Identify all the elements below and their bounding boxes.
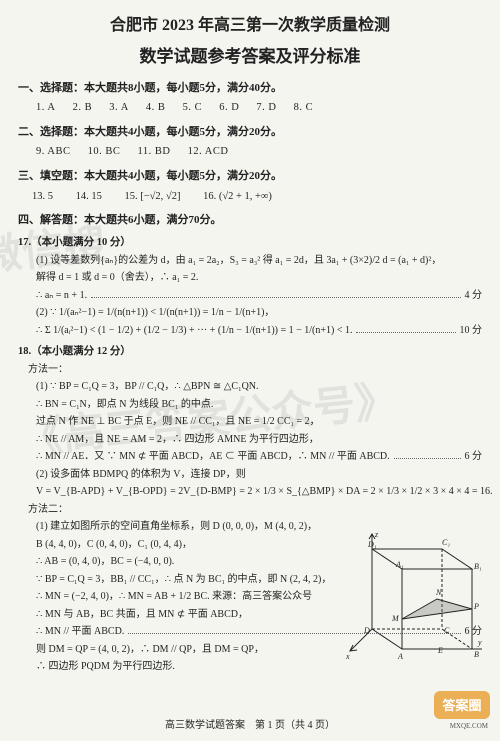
q17-score2: 10 分 xyxy=(460,323,483,339)
lbl-D1: D₁ xyxy=(367,540,377,549)
s3-a3: 15. [−√2, √2] xyxy=(125,189,181,205)
section1-head: 一、选择题：本大题共8小题，每小题5分，满分40分。 xyxy=(18,80,482,97)
s2-a4: 12. ACD xyxy=(188,144,229,160)
q18-l4: ∴ NE // AM，且 NE = AM = 2，∴ 四边形 AMNE 为平行四… xyxy=(18,432,482,448)
s1-a8: 8. C xyxy=(294,100,314,116)
q18-l2: ∴ BN = C₁N，即点 N 为线段 BC₁ 的中点. xyxy=(18,397,482,413)
section4-head: 四、解答题：本大题共6小题，满分70分。 xyxy=(18,212,482,229)
dots xyxy=(91,297,460,298)
lbl-D: D xyxy=(363,626,370,635)
s1-a5: 5. C xyxy=(183,100,203,116)
s3-a2: 14. 15 xyxy=(76,189,102,205)
q18-l1: (1) ∵ BP = C₁Q = 3，BP // C₁Q，∴ △BPN ≅ △C… xyxy=(18,379,482,395)
s2-a2: 10. BC xyxy=(88,144,121,160)
q18-l7: V = V_{B-APD} + V_{B-OPD} = 2V_{D-BMP} =… xyxy=(36,484,492,500)
s2-a3: 11. BD xyxy=(138,144,171,160)
cube-diagram: D₁ C₁ B₁ A₁ D C B A M N P z x y E xyxy=(342,529,482,679)
corner-logo-text: 答案圈 xyxy=(442,698,481,713)
s2-a1: 9. ABC xyxy=(36,144,71,160)
s1-a2: 2. B xyxy=(73,100,93,116)
dots xyxy=(356,332,455,333)
lbl-z: z xyxy=(374,530,379,539)
s1-a6: 6. D xyxy=(219,100,239,116)
lbl-A: A xyxy=(397,652,403,661)
q18-score1: 6 分 xyxy=(465,449,483,465)
s1-a1: 1. A xyxy=(36,100,56,116)
s1-a3: 3. A xyxy=(109,100,129,116)
q18-m1: 方法一： xyxy=(18,362,482,378)
title-sub: 数学试题参考答案及评分标准 xyxy=(18,44,482,70)
q17-l2: 解得 d = 1 或 d = 0（舍去），∴ a₁ = 2. xyxy=(18,270,482,286)
section2-head: 二、选择题：本大题共4小题，每小题5分，满分20分。 xyxy=(18,124,482,141)
q18-head: 18.（本小题满分 12 分） xyxy=(18,344,482,360)
corner-logo-icon: 答案圈 xyxy=(434,691,490,719)
page-footer: 高三数学试题答案 第 1 页（共 4 页） xyxy=(0,718,500,733)
s1-a4: 4. B xyxy=(146,100,166,116)
q17-l3: ∴ aₙ = n + 1. xyxy=(36,288,87,304)
lbl-M: M xyxy=(391,614,400,623)
s1-a7: 7. D xyxy=(256,100,276,116)
q17-l5: ∴ Σ 1/(aᵢ²−1) < (1 − 1/2) + (1/2 − 1/3) … xyxy=(36,323,352,339)
s3-a1: 13. 5 xyxy=(32,189,53,205)
q18-m2: 方法二： xyxy=(18,502,482,518)
lbl-B1: B₁ xyxy=(474,562,482,571)
q18-l5: ∴ MN // AE．又 ∵ MN ⊄ 平面 ABCD，AE ⊂ 平面 ABCD… xyxy=(36,449,390,465)
lbl-C: C xyxy=(444,626,450,635)
lbl-x: x xyxy=(345,652,350,661)
q17-l1: (1) 设等差数列{aₙ}的公差为 d，由 a₁ = 2a₂，S₃ = a₃² … xyxy=(18,253,482,269)
dots xyxy=(394,458,461,459)
section1-answers: 1. A 2. B 3. A 4. B 5. C 6. D 7. D 8. C xyxy=(18,100,482,116)
section2-answers: 9. ABC 10. BC 11. BD 12. ACD xyxy=(18,144,482,160)
q18-l14: ∴ MN // 平面 ABCD. xyxy=(36,624,124,640)
lbl-E: E xyxy=(437,646,443,655)
lbl-C1: C₁ xyxy=(442,538,450,547)
lbl-N: N xyxy=(435,588,442,597)
q18-l3: 过点 N 作 NE ⊥ BC 于点 E，则 NE // CC₁，且 NE = 1… xyxy=(18,414,482,430)
s3-a4: 16. (√2 + 1, +∞) xyxy=(203,189,272,205)
lbl-P: P xyxy=(473,602,479,611)
q17-score1: 4 分 xyxy=(465,288,483,304)
section3-answers: 13. 5 14. 15 15. [−√2, √2] 16. (√2 + 1, … xyxy=(18,189,482,205)
lbl-B: B xyxy=(474,650,479,659)
section3-head: 三、填空题：本大题共4小题，每小题5分，满分20分。 xyxy=(18,168,482,185)
lbl-A1: A₁ xyxy=(395,560,404,569)
q18-l6: (2) 设多面体 BDMPQ 的体积为 V，连接 DP，则 xyxy=(18,467,482,483)
title-main: 合肥市 2023 年高三第一次教学质量检测 xyxy=(18,14,482,38)
lbl-y: y xyxy=(477,638,482,647)
q17-head: 17.（本小题满分 10 分） xyxy=(18,235,482,251)
q17-l4: (2) ∵ 1/(aₙ²−1) = 1/(n(n+1)) < 1/(n(n+1)… xyxy=(18,305,482,321)
